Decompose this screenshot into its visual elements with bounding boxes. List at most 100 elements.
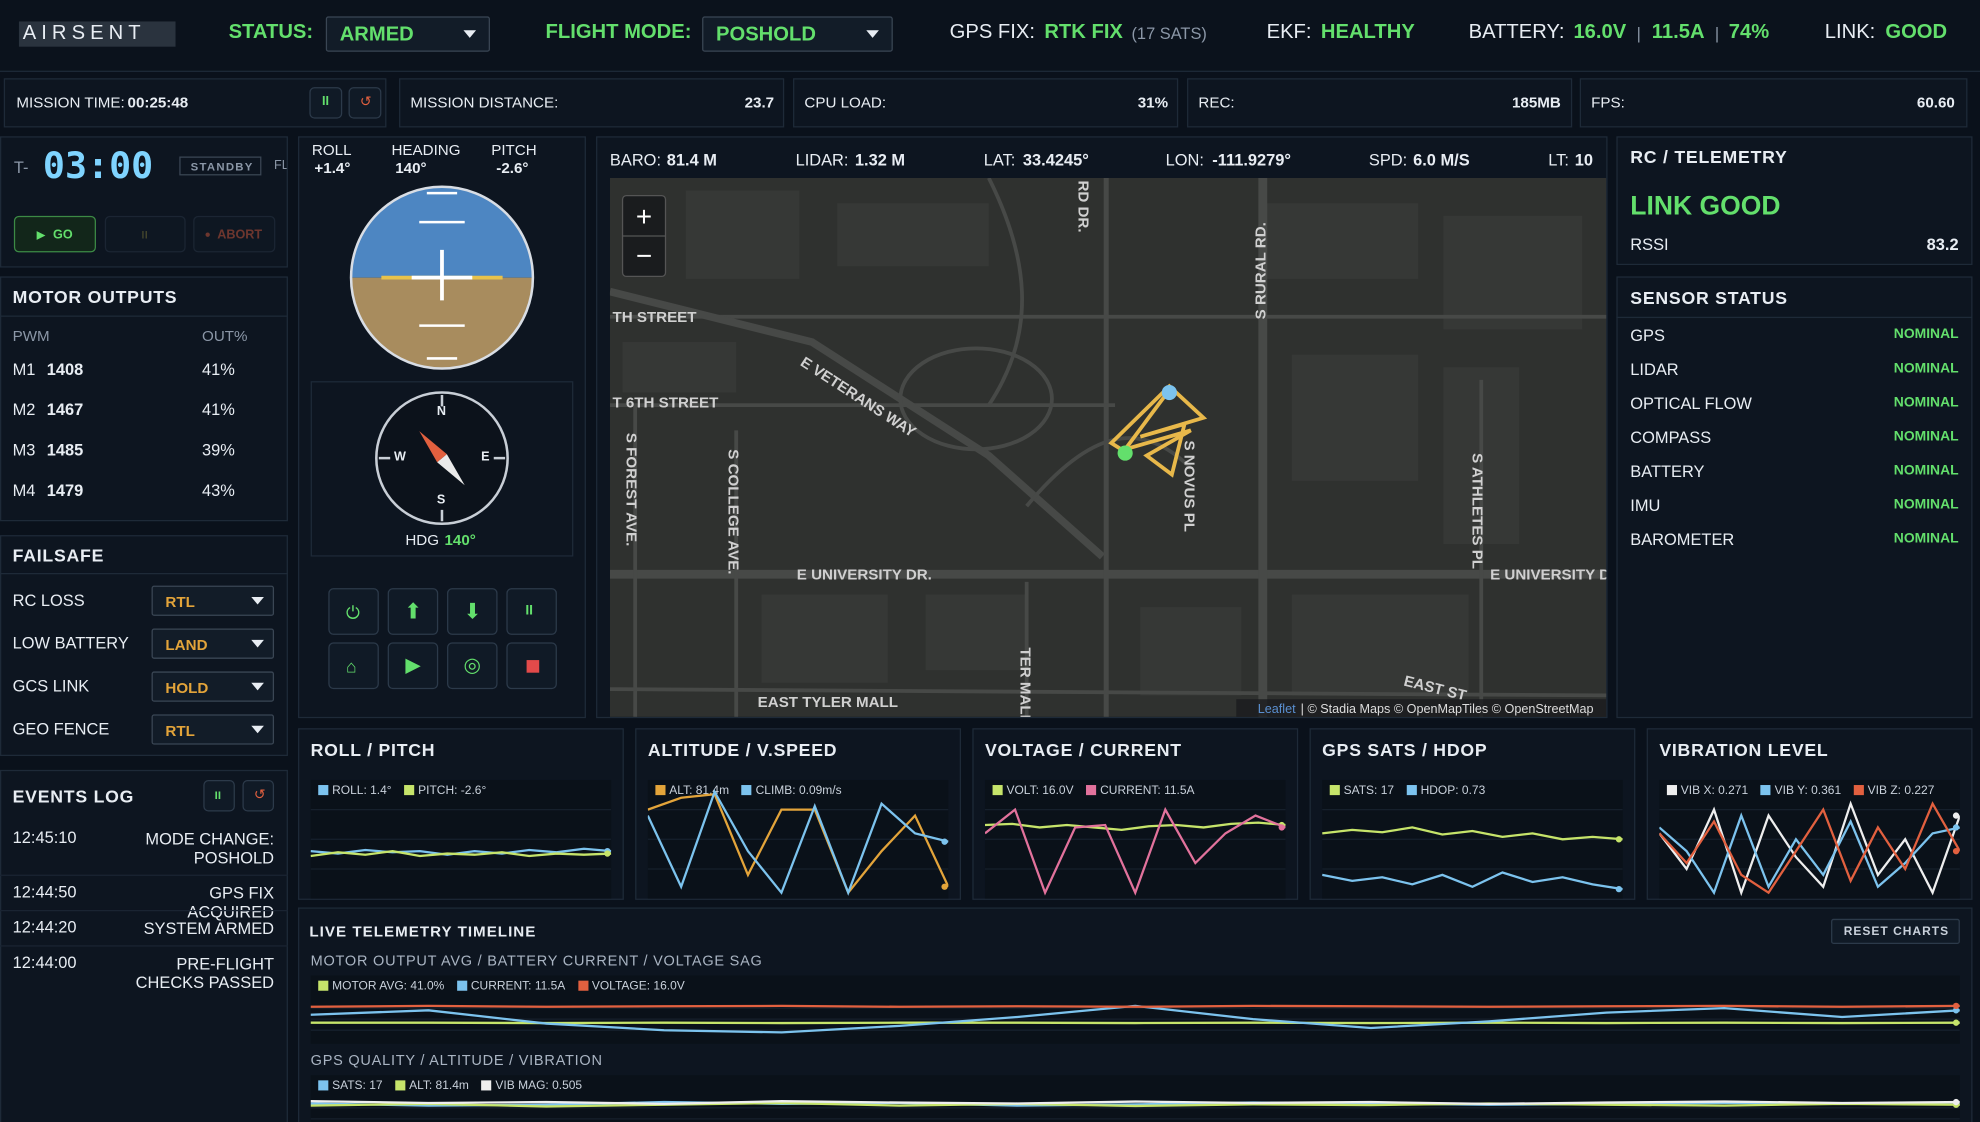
series-line <box>310 1101 1960 1108</box>
failsafe-dropdown[interactable]: LAND <box>151 628 275 659</box>
zoom-out[interactable]: − <box>636 240 652 271</box>
zoom-in[interactable]: + <box>636 201 652 232</box>
series-end-dot <box>1615 885 1623 893</box>
bezel <box>349 185 535 370</box>
battery-voltage: 16.0V <box>1573 21 1627 43</box>
rc-panel <box>1616 136 1973 266</box>
roll-value: +1.4° <box>314 159 351 177</box>
legend-label: CLIMB: 0.09m/s <box>755 783 842 798</box>
mode-dropdown[interactable]: POSHOLD <box>702 16 893 52</box>
legend-swatch <box>1666 785 1677 796</box>
events-pause[interactable]: II <box>203 779 235 812</box>
reset-charts-button[interactable]: RESET CHARTS <box>1831 918 1960 945</box>
failsafe-dropdown[interactable]: RTL <box>151 585 275 616</box>
legend-label: VIB X: 0.271 <box>1680 783 1749 798</box>
street-label: RD DR. <box>1074 180 1091 232</box>
home-button[interactable]: ⌂ <box>328 642 379 690</box>
attribution: | © Stadia Maps © OpenMapTiles © OpenStr… <box>1301 702 1594 716</box>
sensor-state: NOMINAL <box>1893 326 1959 343</box>
land-button[interactable]: ⬇ <box>447 588 498 635</box>
series-end-dot <box>1278 824 1285 831</box>
street-label: S ATHLETES PL <box>1468 453 1485 569</box>
legend-label: ALT: 81.4m <box>409 1079 469 1093</box>
legend-item: MOTOR AVG: 41.0% <box>318 979 444 993</box>
compass-n: N <box>436 405 447 420</box>
failsafe-label: GCS LINK <box>12 676 90 696</box>
sensor-name: BATTERY <box>1630 461 1705 481</box>
ekf-label: EKF: <box>1266 21 1312 43</box>
failsafe-dropdown[interactable]: HOLD <box>151 671 275 702</box>
hdg-value: 140° <box>444 531 476 550</box>
countdown-panel: T- 03:00 STANDBY FL ▶ GO II ● ABORT <box>0 136 288 268</box>
legend-swatch <box>456 980 468 991</box>
street-label: TH STREET <box>612 309 697 326</box>
status-value: ARMED <box>339 23 414 46</box>
sensor-title: SENSOR STATUS <box>1630 287 1788 308</box>
line-chart <box>310 1098 1960 1120</box>
sensor-name: IMU <box>1630 496 1661 515</box>
failsafe-dropdown[interactable]: RTL <box>151 714 275 745</box>
legend-item: HDOP: 0.73 <box>1406 784 1485 798</box>
baro-label: BARO: <box>609 150 662 170</box>
legend-label: VIB MAG: 0.505 <box>495 1079 583 1093</box>
legend-label: ROLL: 1.4° <box>332 783 392 798</box>
attribution-link[interactable]: Leaflet <box>1258 702 1296 716</box>
cpu-label: CPU LOAD: <box>804 93 887 112</box>
buildings <box>622 190 1583 696</box>
series-line <box>310 1100 1960 1105</box>
line-chart <box>1322 809 1623 893</box>
rssi-value: 83.2 <box>1926 234 1959 254</box>
gps-sats: (17 SATS) <box>1131 23 1207 43</box>
link-label: LINK: <box>1824 21 1876 43</box>
power-button[interactable]: ⏻ <box>328 588 379 635</box>
pause-button[interactable]: II <box>309 87 343 119</box>
stop-button[interactable] <box>506 642 557 690</box>
series-line <box>1322 826 1623 841</box>
attribution-bg <box>1236 699 1607 717</box>
line-chart <box>647 789 949 896</box>
logo-box <box>18 21 176 47</box>
legend-item: VOLT: 16.0V <box>992 784 1074 798</box>
sensor-state: NOMINAL <box>1893 531 1959 547</box>
street-label: T 6TH STREET <box>612 395 719 412</box>
failsafe-value: HOLD <box>165 679 209 697</box>
icon <box>526 660 540 673</box>
motor-id: M2 <box>12 400 36 420</box>
mode-label: FLIGHT MODE: <box>545 21 692 43</box>
series-line <box>1659 801 1960 895</box>
series-line <box>1322 871 1623 891</box>
street-label: S COLLEGE AVE. <box>725 449 742 574</box>
legend-item: ALT: 81.4m <box>395 1079 469 1093</box>
play-button[interactable]: ▶ <box>387 642 439 690</box>
reset-button[interactable]: ↺ <box>348 87 382 119</box>
events-reset[interactable]: ↺ <box>242 779 275 812</box>
legend-swatch <box>1086 785 1097 796</box>
compass-e: E <box>481 450 490 465</box>
divider <box>0 909 288 912</box>
pause-button[interactable]: II <box>506 588 557 635</box>
battery-percent: 74% <box>1728 21 1770 43</box>
legend-swatch <box>655 785 666 796</box>
legend-label: CURRENT: 11.5A <box>470 979 566 994</box>
separator: | <box>1714 23 1720 43</box>
legend-item: VIB Z: 0.227 <box>1853 783 1935 798</box>
legend: SATS: 17 HDOP: 0.73 <box>1329 784 1485 798</box>
abort-button[interactable]: ● ABORT <box>193 215 276 253</box>
legend-swatch <box>318 1080 329 1091</box>
takeoff-button[interactable]: ⬆ <box>387 588 439 635</box>
legend-item: VIB Y: 0.361 <box>1760 784 1841 798</box>
timeline-chart-title: MOTOR OUTPUT AVG / BATTERY CURRENT / VOL… <box>310 954 763 970</box>
status-dropdown[interactable]: ARMED <box>325 16 490 52</box>
go-button[interactable]: ▶ GO <box>13 215 96 253</box>
hold-button[interactable]: II <box>104 215 186 253</box>
street-label: E UNIVERSITY DR. <box>797 566 932 583</box>
orbit-button[interactable]: ◎ <box>447 642 498 690</box>
legend-label: VIB Z: 0.227 <box>1867 783 1935 798</box>
line-chart <box>1659 800 1960 897</box>
legend-item: ROLL: 1.4° <box>318 783 392 798</box>
legend-item: CURRENT: 11.5A <box>456 979 566 994</box>
failsafe-value: LAND <box>165 636 208 654</box>
divider <box>0 945 288 947</box>
caret <box>251 682 264 691</box>
